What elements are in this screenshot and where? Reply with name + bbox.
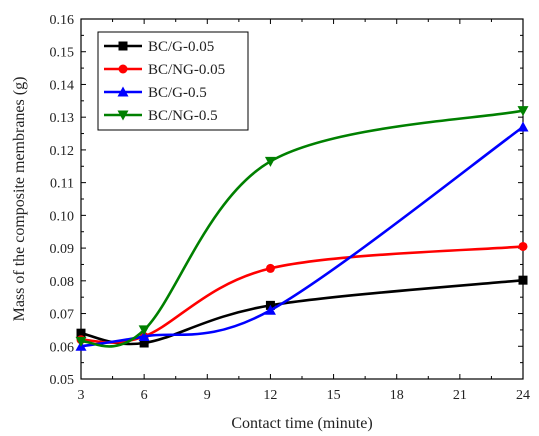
data-point (518, 275, 528, 285)
legend-label: BC/NG-0.5 (148, 108, 218, 124)
data-point (139, 338, 149, 348)
x-axis-title: Contact time (minute) (231, 415, 372, 432)
series-bc-g-0-5 (75, 121, 529, 351)
data-point (517, 106, 529, 117)
x-tick-label: 12 (263, 388, 277, 403)
series-line (80, 245, 524, 344)
y-tick-label: 0.08 (50, 275, 75, 290)
y-tick-label: 0.15 (50, 46, 75, 61)
y-tick-label: 0.16 (50, 13, 75, 28)
data-point (265, 263, 275, 273)
y-tick-label: 0.13 (50, 111, 75, 126)
y-axis-title: Mass of the composite membranes (g) (11, 77, 28, 322)
x-tick-label: 21 (453, 388, 467, 403)
data-point (76, 328, 86, 338)
legend: BC/G-0.05 BC/NG-0.05 BC/G-0.5 BC/NG-0.5 (97, 31, 249, 131)
series-line (80, 125, 524, 348)
legend-item: BC/NG-0.05 (104, 62, 225, 78)
legend-swatch-marker (117, 86, 129, 97)
legend-label: BC/NG-0.05 (148, 62, 225, 78)
legend-swatch-marker (118, 64, 128, 74)
data-point (138, 330, 150, 341)
y-tick-label: 0.14 (50, 78, 75, 93)
series-bc-ng-0-5 (75, 106, 529, 348)
series-layer (75, 106, 529, 351)
legend-swatch-marker (117, 110, 129, 121)
data-point (264, 304, 276, 315)
y-tick-label: 0.06 (50, 340, 75, 355)
x-tick-label: 9 (204, 388, 211, 403)
legend-item: BC/G-0.5 (104, 85, 207, 101)
series-line (80, 109, 524, 348)
y-tick-label: 0.05 (50, 373, 75, 388)
y-tick-label: 0.12 (50, 144, 75, 159)
x-tick-label: 3 (78, 388, 85, 403)
data-point (264, 156, 276, 167)
legend-label: BC/G-0.5 (148, 85, 207, 101)
y-tick-label: 0.09 (50, 242, 75, 257)
data-point (138, 325, 150, 336)
data-point (75, 336, 87, 347)
legend-item: BC/NG-0.5 (104, 108, 218, 124)
y-tick-label: 0.10 (50, 209, 75, 224)
data-point (517, 121, 529, 132)
legend-label: BC/G-0.05 (148, 39, 214, 55)
x-tick-label: 6 (141, 388, 148, 403)
data-point (518, 241, 528, 251)
x-tick-label: 15 (327, 388, 341, 403)
legend-item: BC/G-0.05 (104, 39, 214, 55)
axis-ticks: 3 6 9 12 15 18 21 24 0.05 0.06 0.07 0.08 0.09 0.10 0.1… (50, 13, 531, 403)
legend-swatch-marker (118, 41, 128, 51)
y-tick-label: 0.07 (50, 308, 75, 323)
x-tick-label: 24 (516, 388, 530, 403)
x-tick-label: 18 (390, 388, 404, 403)
y-tick-label: 0.11 (50, 177, 74, 192)
